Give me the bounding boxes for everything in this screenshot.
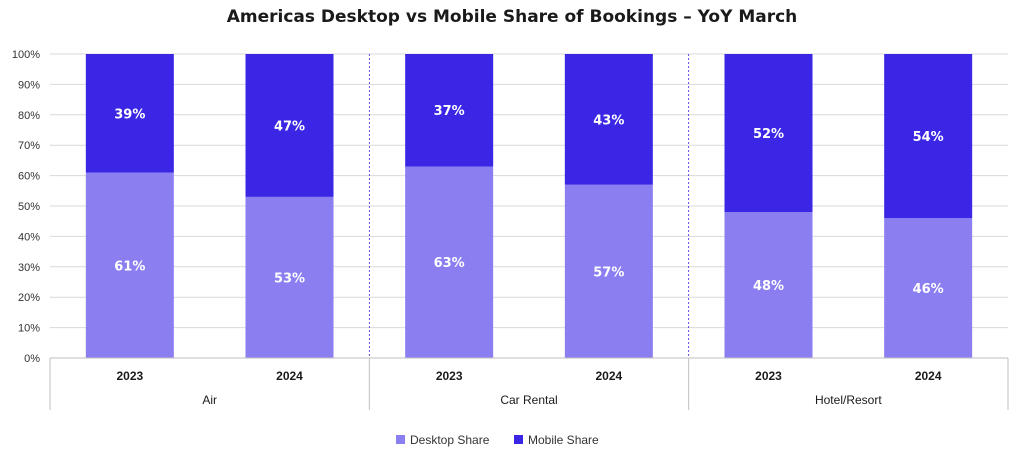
bar-mobile-share xyxy=(724,54,813,213)
bar-mobile-share xyxy=(245,54,334,197)
y-tick-label: 50% xyxy=(18,201,40,213)
legend-label: Mobile Share xyxy=(528,433,599,447)
data-label: 47% xyxy=(274,119,305,134)
legend-swatch-mobile-share xyxy=(514,435,523,444)
data-label: 46% xyxy=(913,282,944,297)
y-tick-label: 30% xyxy=(18,262,40,274)
bar-desktop-share xyxy=(724,212,813,358)
y-tick-label: 90% xyxy=(18,79,40,91)
x-tick-label: 2024 xyxy=(595,369,622,383)
y-tick-label: 0% xyxy=(24,353,40,365)
data-label: 48% xyxy=(753,279,784,294)
bar-desktop-share xyxy=(85,172,174,358)
legend: Desktop Share Mobile Share xyxy=(396,433,599,447)
group-label: Hotel/Resort xyxy=(815,393,882,407)
y-tick-label: 10% xyxy=(18,323,40,335)
data-label: 39% xyxy=(114,107,145,122)
bar-mobile-share xyxy=(564,54,653,185)
x-tick-label: 2024 xyxy=(915,369,942,383)
x-tick-label: 2023 xyxy=(436,369,463,383)
legend-swatch-desktop-share xyxy=(396,435,405,444)
y-tick-label: 40% xyxy=(18,231,40,243)
grid-layer xyxy=(50,53,1008,359)
y-tick-label: 20% xyxy=(18,292,40,304)
data-label: 37% xyxy=(434,104,465,119)
y-tick-label: 100% xyxy=(12,49,40,61)
bar-mobile-share xyxy=(85,54,174,173)
legend-label: Desktop Share xyxy=(410,433,490,447)
data-label: 52% xyxy=(753,127,784,142)
group-label: Car Rental xyxy=(500,393,557,407)
bar-desktop-share xyxy=(564,184,653,358)
y-tick-label: 60% xyxy=(18,171,40,183)
x-tick-label: 2023 xyxy=(116,369,143,383)
data-label: 53% xyxy=(274,271,305,286)
data-label: 63% xyxy=(434,256,465,271)
y-tick-label: 70% xyxy=(18,140,40,152)
y-tick-label: 80% xyxy=(18,110,40,122)
labels-layer: 61% 39% 53% 47% 63% 37% 57% 43% 48% 52% 46% 54% xyxy=(114,104,943,297)
chart-title: Americas Desktop vs Mobile Share of Book… xyxy=(227,7,798,27)
x-tick-label: 2024 xyxy=(276,369,303,383)
data-label: 57% xyxy=(593,265,624,280)
bars-layer xyxy=(85,54,973,358)
data-label: 54% xyxy=(913,130,944,145)
bar-mobile-share xyxy=(884,54,973,219)
group-label: Air xyxy=(202,393,217,407)
axis-layer: 0% 10% 20% 30% 40% 50% 60% 70% 80% 90% 100% 2023 202… xyxy=(12,49,1009,410)
data-label: 61% xyxy=(114,259,145,274)
bar-desktop-share xyxy=(405,166,494,358)
bar-desktop-share xyxy=(245,196,334,358)
data-label: 43% xyxy=(593,113,624,128)
bar-mobile-share xyxy=(405,54,494,167)
bar-desktop-share xyxy=(884,218,973,358)
x-tick-label: 2023 xyxy=(755,369,782,383)
